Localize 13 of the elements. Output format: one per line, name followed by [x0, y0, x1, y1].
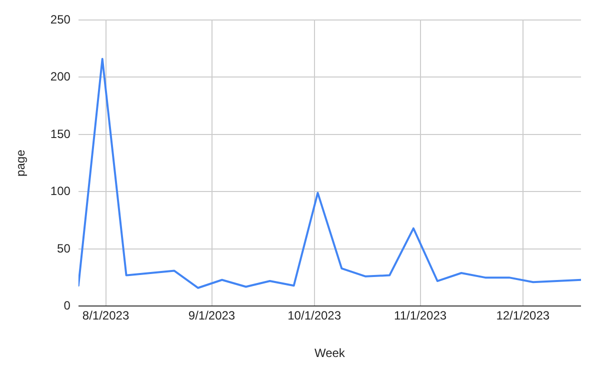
- y-tick-label: 50: [57, 241, 71, 256]
- x-tick-label: 10/1/2023: [288, 308, 342, 323]
- x-axis-title: Week: [314, 346, 346, 360]
- y-tick-label: 150: [50, 126, 71, 141]
- y-tick-label: 0: [64, 298, 71, 313]
- x-tick-label: 8/1/2023: [82, 308, 130, 323]
- x-tick-label: 12/1/2023: [496, 308, 550, 323]
- y-axis-title: page: [14, 149, 28, 176]
- y-tick-label: 200: [50, 70, 71, 84]
- x-tick-label: 11/1/2023: [394, 308, 447, 323]
- y-tick-label: 100: [50, 184, 71, 198]
- y-tick-label: 250: [50, 12, 71, 26]
- x-tick-label: 9/1/2023: [188, 308, 236, 323]
